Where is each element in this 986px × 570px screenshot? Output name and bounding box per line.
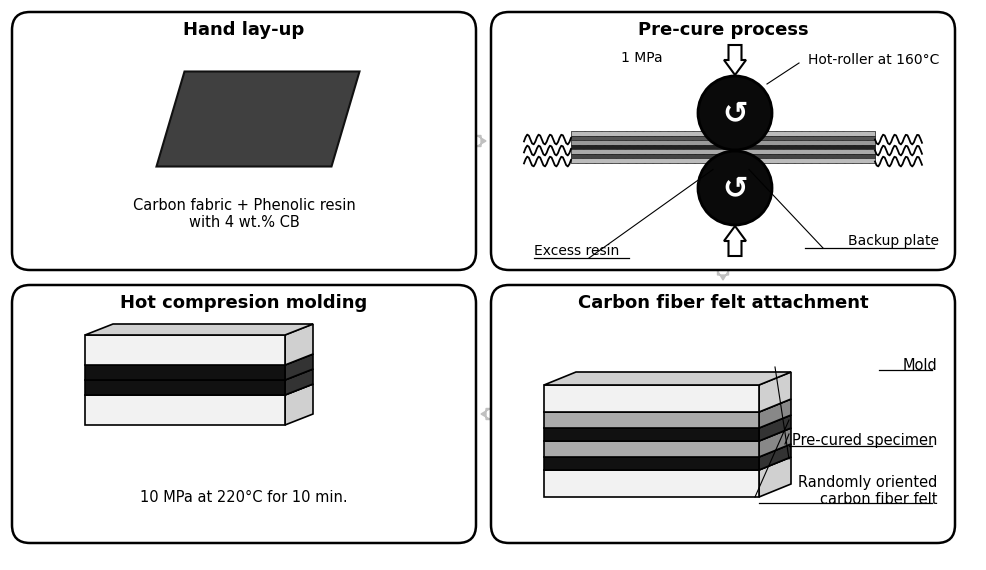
Polygon shape (758, 372, 790, 412)
Bar (571, 131, 875, 136)
Polygon shape (758, 399, 790, 428)
Text: Randomly oriented
carbon fiber felt: Randomly oriented carbon fiber felt (797, 475, 936, 507)
Bar (571, 140, 875, 145)
Text: Carbon fabric + Phenolic resin
with 4 wt.% CB: Carbon fabric + Phenolic resin with 4 wt… (132, 198, 355, 230)
Text: Hot compresion molding: Hot compresion molding (120, 294, 367, 312)
Bar (571, 145, 875, 149)
Text: Pre-cure process: Pre-cure process (637, 21, 808, 39)
Text: Carbon fiber felt attachment: Carbon fiber felt attachment (577, 294, 868, 312)
Polygon shape (157, 71, 359, 166)
Polygon shape (285, 324, 313, 365)
Bar (571, 149, 875, 153)
FancyBboxPatch shape (12, 12, 475, 270)
Text: Backup plate: Backup plate (847, 234, 938, 248)
Polygon shape (85, 395, 285, 425)
Polygon shape (285, 369, 313, 395)
Text: Mold: Mold (901, 357, 936, 373)
Text: Hot-roller at 160°C: Hot-roller at 160°C (807, 53, 938, 67)
Text: Excess resin: Excess resin (533, 244, 618, 258)
Polygon shape (85, 384, 313, 395)
Circle shape (697, 151, 771, 225)
Polygon shape (543, 372, 790, 385)
Polygon shape (85, 365, 285, 380)
Polygon shape (285, 384, 313, 425)
Polygon shape (724, 45, 745, 75)
Polygon shape (543, 428, 758, 441)
Text: Pre-cured specimen: Pre-cured specimen (791, 434, 936, 449)
Polygon shape (480, 401, 503, 427)
Polygon shape (758, 444, 790, 470)
Polygon shape (543, 457, 758, 470)
Polygon shape (543, 444, 790, 457)
FancyBboxPatch shape (12, 285, 475, 543)
Bar (571, 136, 875, 140)
Polygon shape (543, 385, 758, 412)
Polygon shape (85, 369, 313, 380)
FancyBboxPatch shape (490, 12, 954, 270)
Text: ↺: ↺ (722, 174, 747, 203)
Bar (571, 131, 875, 162)
Polygon shape (85, 354, 313, 365)
Polygon shape (285, 354, 313, 380)
Polygon shape (543, 441, 758, 457)
Polygon shape (543, 412, 758, 428)
Polygon shape (758, 457, 790, 497)
Polygon shape (85, 380, 285, 395)
Polygon shape (543, 415, 790, 428)
Text: 1 MPa: 1 MPa (621, 51, 663, 65)
Text: Hand lay-up: Hand lay-up (183, 21, 305, 39)
Circle shape (697, 76, 771, 150)
Bar (571, 157, 875, 162)
Polygon shape (543, 428, 790, 441)
Polygon shape (85, 324, 313, 335)
Polygon shape (724, 226, 745, 256)
Polygon shape (85, 335, 285, 365)
Polygon shape (758, 415, 790, 441)
Text: ↺: ↺ (722, 100, 747, 128)
Polygon shape (543, 470, 758, 497)
Bar (571, 153, 875, 157)
Polygon shape (709, 258, 736, 280)
Polygon shape (463, 128, 485, 154)
Polygon shape (543, 457, 790, 470)
FancyBboxPatch shape (490, 285, 954, 543)
Text: 10 MPa at 220°C for 10 min.: 10 MPa at 220°C for 10 min. (140, 490, 347, 504)
Polygon shape (543, 399, 790, 412)
Polygon shape (758, 428, 790, 457)
